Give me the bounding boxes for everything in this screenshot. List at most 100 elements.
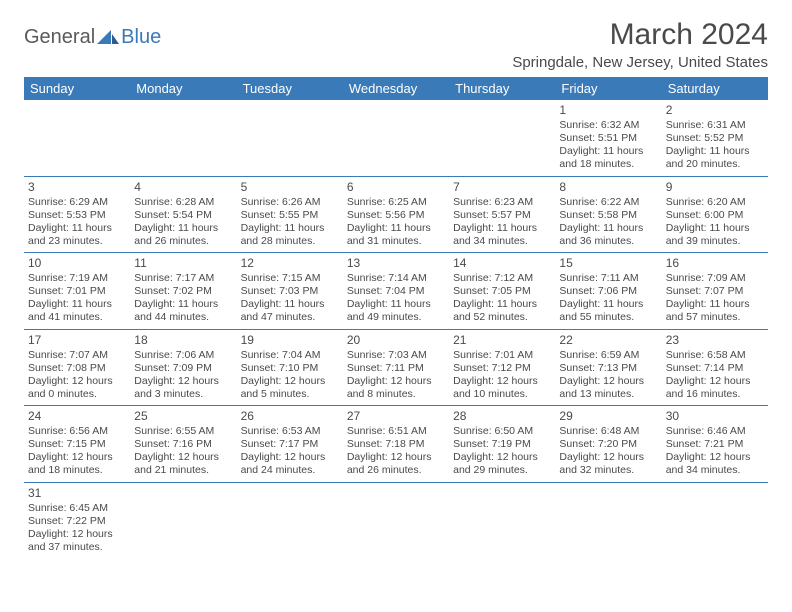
daylight-text: Daylight: 11 hours and 18 minutes. [559, 145, 657, 171]
calendar-cell: 11Sunrise: 7:17 AMSunset: 7:02 PMDayligh… [130, 253, 236, 330]
sunrise-text: Sunrise: 6:59 AM [559, 349, 657, 362]
col-saturday: Saturday [662, 77, 768, 100]
col-tuesday: Tuesday [237, 77, 343, 100]
daylight-text: Daylight: 11 hours and 26 minutes. [134, 222, 232, 248]
sunset-text: Sunset: 7:18 PM [347, 438, 445, 451]
calendar-row: 17Sunrise: 7:07 AMSunset: 7:08 PMDayligh… [24, 329, 768, 406]
sunrise-text: Sunrise: 6:46 AM [666, 425, 764, 438]
sunrise-text: Sunrise: 7:09 AM [666, 272, 764, 285]
daylight-text: Daylight: 11 hours and 49 minutes. [347, 298, 445, 324]
day-number: 20 [347, 333, 445, 348]
sunset-text: Sunset: 5:57 PM [453, 209, 551, 222]
daylight-text: Daylight: 12 hours and 21 minutes. [134, 451, 232, 477]
sunrise-text: Sunrise: 6:20 AM [666, 196, 764, 209]
calendar-cell: 6Sunrise: 6:25 AMSunset: 5:56 PMDaylight… [343, 176, 449, 253]
daylight-text: Daylight: 11 hours and 41 minutes. [28, 298, 126, 324]
daylight-text: Daylight: 11 hours and 23 minutes. [28, 222, 126, 248]
header: General Blue March 2024 Springdale, New … [24, 18, 768, 71]
sunset-text: Sunset: 7:19 PM [453, 438, 551, 451]
calendar-cell [555, 482, 661, 558]
sunset-text: Sunset: 5:56 PM [347, 209, 445, 222]
day-number: 3 [28, 180, 126, 195]
sunset-text: Sunset: 7:11 PM [347, 362, 445, 375]
sunset-text: Sunset: 5:54 PM [134, 209, 232, 222]
sunrise-text: Sunrise: 6:29 AM [28, 196, 126, 209]
daylight-text: Daylight: 12 hours and 0 minutes. [28, 375, 126, 401]
daylight-text: Daylight: 12 hours and 24 minutes. [241, 451, 339, 477]
day-number: 16 [666, 256, 764, 271]
calendar-cell: 8Sunrise: 6:22 AMSunset: 5:58 PMDaylight… [555, 176, 661, 253]
calendar-cell: 10Sunrise: 7:19 AMSunset: 7:01 PMDayligh… [24, 253, 130, 330]
col-friday: Friday [555, 77, 661, 100]
daylight-text: Daylight: 11 hours and 34 minutes. [453, 222, 551, 248]
day-number: 27 [347, 409, 445, 424]
sunrise-text: Sunrise: 6:55 AM [134, 425, 232, 438]
daylight-text: Daylight: 12 hours and 3 minutes. [134, 375, 232, 401]
daylight-text: Daylight: 11 hours and 47 minutes. [241, 298, 339, 324]
daylight-text: Daylight: 11 hours and 31 minutes. [347, 222, 445, 248]
sunrise-text: Sunrise: 7:19 AM [28, 272, 126, 285]
sunrise-text: Sunrise: 6:31 AM [666, 119, 764, 132]
sunrise-text: Sunrise: 6:32 AM [559, 119, 657, 132]
calendar-cell [237, 100, 343, 176]
daylight-text: Daylight: 12 hours and 26 minutes. [347, 451, 445, 477]
calendar-cell: 9Sunrise: 6:20 AMSunset: 6:00 PMDaylight… [662, 176, 768, 253]
sunset-text: Sunset: 5:51 PM [559, 132, 657, 145]
calendar-cell: 20Sunrise: 7:03 AMSunset: 7:11 PMDayligh… [343, 329, 449, 406]
daylight-text: Daylight: 12 hours and 8 minutes. [347, 375, 445, 401]
daylight-text: Daylight: 12 hours and 18 minutes. [28, 451, 126, 477]
calendar-cell: 13Sunrise: 7:14 AMSunset: 7:04 PMDayligh… [343, 253, 449, 330]
daylight-text: Daylight: 12 hours and 5 minutes. [241, 375, 339, 401]
day-number: 7 [453, 180, 551, 195]
sunrise-text: Sunrise: 6:58 AM [666, 349, 764, 362]
calendar-row: 31Sunrise: 6:45 AMSunset: 7:22 PMDayligh… [24, 482, 768, 558]
daylight-text: Daylight: 12 hours and 13 minutes. [559, 375, 657, 401]
col-sunday: Sunday [24, 77, 130, 100]
daylight-text: Daylight: 12 hours and 37 minutes. [28, 528, 126, 554]
daylight-text: Daylight: 11 hours and 28 minutes. [241, 222, 339, 248]
logo: General Blue [24, 18, 161, 49]
sunset-text: Sunset: 7:20 PM [559, 438, 657, 451]
day-number: 1 [559, 103, 657, 118]
sunrise-text: Sunrise: 6:50 AM [453, 425, 551, 438]
sunrise-text: Sunrise: 7:12 AM [453, 272, 551, 285]
daylight-text: Daylight: 11 hours and 36 minutes. [559, 222, 657, 248]
sunrise-text: Sunrise: 6:28 AM [134, 196, 232, 209]
sunset-text: Sunset: 5:53 PM [28, 209, 126, 222]
day-number: 29 [559, 409, 657, 424]
sunset-text: Sunset: 5:52 PM [666, 132, 764, 145]
sunrise-text: Sunrise: 6:51 AM [347, 425, 445, 438]
calendar-cell: 29Sunrise: 6:48 AMSunset: 7:20 PMDayligh… [555, 406, 661, 483]
day-number: 13 [347, 256, 445, 271]
day-number: 18 [134, 333, 232, 348]
sail-icon [97, 30, 119, 46]
sunrise-text: Sunrise: 7:03 AM [347, 349, 445, 362]
calendar-row: 3Sunrise: 6:29 AMSunset: 5:53 PMDaylight… [24, 176, 768, 253]
day-number: 30 [666, 409, 764, 424]
day-number: 11 [134, 256, 232, 271]
daylight-text: Daylight: 12 hours and 16 minutes. [666, 375, 764, 401]
calendar-cell [449, 100, 555, 176]
calendar-cell: 30Sunrise: 6:46 AMSunset: 7:21 PMDayligh… [662, 406, 768, 483]
day-number: 8 [559, 180, 657, 195]
day-number: 17 [28, 333, 126, 348]
day-number: 21 [453, 333, 551, 348]
location-text: Springdale, New Jersey, United States [512, 54, 768, 71]
day-number: 10 [28, 256, 126, 271]
calendar-cell: 3Sunrise: 6:29 AMSunset: 5:53 PMDaylight… [24, 176, 130, 253]
day-number: 14 [453, 256, 551, 271]
day-number: 31 [28, 486, 126, 501]
calendar-cell: 16Sunrise: 7:09 AMSunset: 7:07 PMDayligh… [662, 253, 768, 330]
sunset-text: Sunset: 7:17 PM [241, 438, 339, 451]
daylight-text: Daylight: 11 hours and 52 minutes. [453, 298, 551, 324]
weekday-header-row: Sunday Monday Tuesday Wednesday Thursday… [24, 77, 768, 100]
col-thursday: Thursday [449, 77, 555, 100]
day-number: 2 [666, 103, 764, 118]
sunrise-text: Sunrise: 6:25 AM [347, 196, 445, 209]
day-number: 5 [241, 180, 339, 195]
sunset-text: Sunset: 7:09 PM [134, 362, 232, 375]
calendar-cell: 14Sunrise: 7:12 AMSunset: 7:05 PMDayligh… [449, 253, 555, 330]
day-number: 19 [241, 333, 339, 348]
sunset-text: Sunset: 7:22 PM [28, 515, 126, 528]
sunrise-text: Sunrise: 7:14 AM [347, 272, 445, 285]
